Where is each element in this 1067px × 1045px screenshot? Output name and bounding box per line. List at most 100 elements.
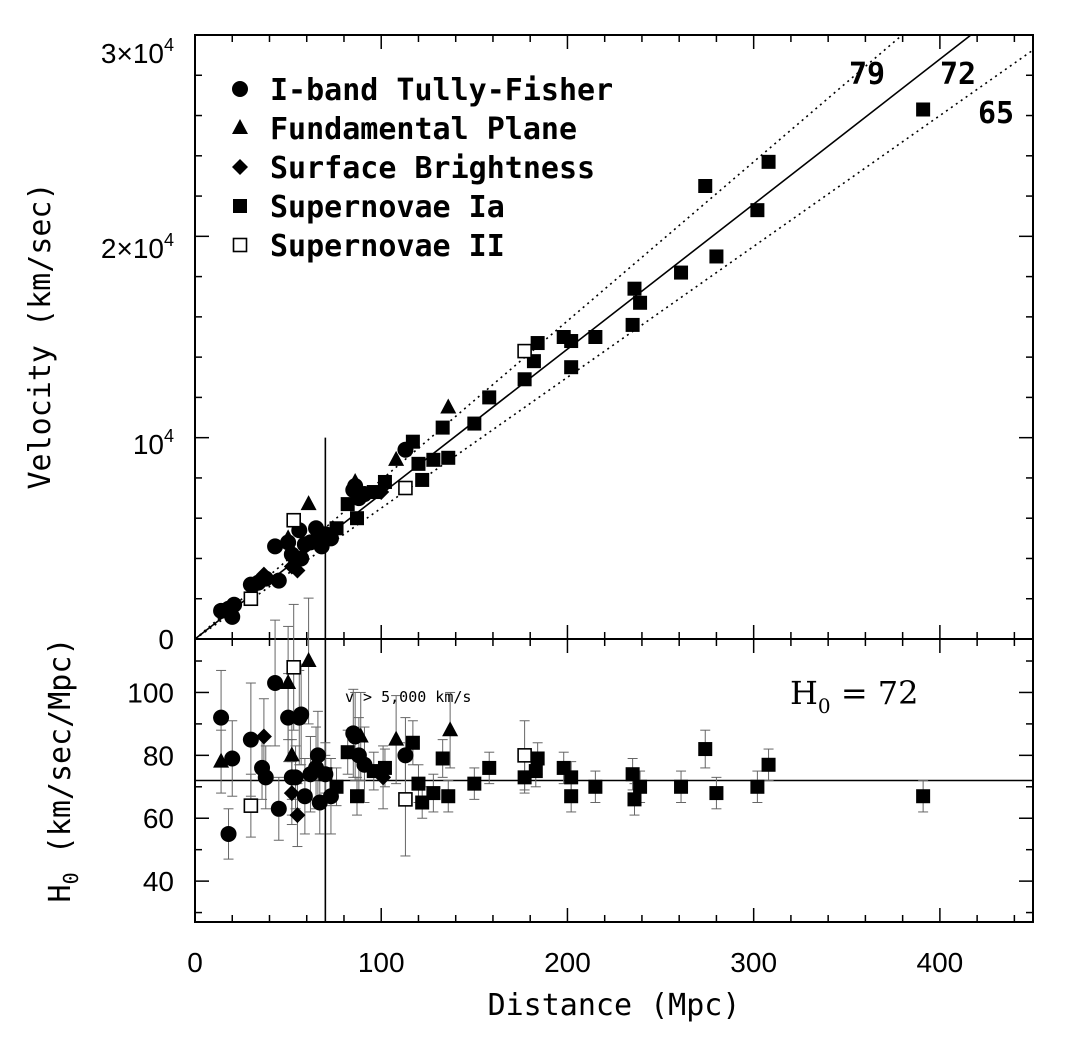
- point-supernovae-ia: [633, 295, 648, 310]
- h0-point-supernovae-ia: [426, 786, 441, 801]
- top-y-tick-label-1e4: 104: [133, 426, 174, 460]
- velocity-cut-annotation: v > 5,000 km/s: [345, 688, 471, 706]
- h0-point-surface-brightness: [283, 785, 300, 802]
- point-fundamental-plane: [280, 529, 297, 545]
- x-tick-label-100: 100: [358, 947, 405, 978]
- hubble-line-65: [194, 49, 1034, 640]
- h0-point-i-band-tully-fisher: [220, 825, 237, 842]
- legend-label-supernovae-ii: Supernovae II: [270, 229, 505, 264]
- h0-point-supernovae-ia: [564, 770, 579, 785]
- point-supernovae-ia: [318, 527, 333, 542]
- legend-label-supernovae-ia: Supernovae Ia: [270, 190, 505, 225]
- h0-point-surface-brightness: [289, 807, 306, 824]
- point-supernovae-ia: [350, 511, 365, 526]
- x-axis-title: Distance (Mpc): [488, 988, 741, 1023]
- top-y-tick-label-0: 0: [158, 624, 174, 655]
- point-supernovae-ia: [441, 450, 456, 465]
- h0-point-supernovae-ia: [482, 760, 497, 775]
- point-supernovae-ii: [398, 480, 413, 496]
- h0-point-supernovae-ia: [916, 789, 931, 804]
- point-supernovae-ia: [588, 330, 603, 344]
- hubble-line-79: [194, 34, 903, 640]
- h0-point-i-band-tully-fisher: [224, 750, 241, 767]
- point-fundamental-plane: [388, 450, 405, 466]
- legend-marker-i-band-tully-fisher: [232, 81, 248, 97]
- h0-point-supernovae-ia: [564, 789, 579, 804]
- h0-point-supernovae-ia: [441, 789, 456, 804]
- h0-point-supernovae-ia: [528, 764, 543, 779]
- h0-point-supernovae-ia: [674, 779, 689, 794]
- line-label-65: 65: [978, 96, 1014, 131]
- h0-point-surface-brightness: [255, 728, 272, 745]
- point-supernovae-ia: [761, 154, 776, 169]
- point-surface-brightness: [255, 566, 272, 583]
- h0-point-supernovae-ia: [709, 786, 724, 801]
- h0-point-supernovae-ia: [625, 767, 640, 782]
- h0-point-supernovae-ia: [588, 779, 603, 794]
- point-supernovae-ii: [286, 512, 301, 528]
- legend-marker-supernovae-ia: [233, 199, 247, 213]
- point-fundamental-plane: [347, 472, 364, 488]
- point-supernovae-ia: [366, 485, 381, 500]
- legend-marker-fundamental-plane: [232, 119, 248, 134]
- legend: I-band Tully-Fisher Fundamental Plane Surf…: [232, 73, 613, 264]
- point-supernovae-ia: [627, 281, 642, 296]
- h0-point-i-band-tully-fisher: [242, 731, 259, 748]
- point-supernovae-ia: [482, 390, 497, 405]
- h0-point-supernovae-ii: [286, 659, 301, 675]
- top-y-axis-title: Velocity (km/sec): [23, 182, 58, 489]
- point-supernovae-ia: [530, 336, 545, 351]
- legend-label-fundamental-plane: Fundamental Plane: [270, 112, 577, 147]
- point-supernovae-ia: [340, 497, 355, 512]
- h0-value-label: H0 = 72: [790, 674, 919, 718]
- h0-point-i-band-tully-fisher: [213, 709, 230, 726]
- h0-point-i-band-tully-fisher: [270, 800, 287, 817]
- h0-point-supernovae-ia: [350, 789, 365, 804]
- point-supernovae-ia: [426, 452, 441, 467]
- h0-point-supernovae-ia: [467, 776, 482, 791]
- point-fundamental-plane: [440, 398, 457, 414]
- top-axis-ticks: [194, 34, 1033, 640]
- point-supernovae-ia: [709, 249, 724, 264]
- h0-point-supernovae-ia: [415, 795, 430, 810]
- h0-point-supernovae-ia: [633, 779, 648, 794]
- point-i-band-tully-fisher: [270, 572, 287, 589]
- velocity-data-points: [213, 102, 931, 625]
- h0-point-supernovae-ia: [366, 764, 381, 779]
- h0-point-i-band-tully-fisher: [287, 769, 304, 786]
- h0-point-supernovae-ia: [340, 745, 355, 760]
- h0-point-supernovae-ii: [243, 798, 259, 813]
- point-supernovae-ia: [467, 416, 482, 431]
- point-supernovae-ia: [625, 317, 640, 332]
- h0-point-supernovae-ia: [750, 779, 765, 794]
- bottom-y-tick-label-60: 60: [143, 803, 174, 834]
- x-tick-label-200: 200: [544, 947, 591, 978]
- h0-point-supernovae-ii: [517, 748, 532, 763]
- point-supernovae-ia: [698, 179, 713, 193]
- point-supernovae-ia: [564, 334, 579, 349]
- h0-point-i-band-tully-fisher: [293, 706, 310, 723]
- bottom-y-axis-title: H0 (km/sec/Mpc): [43, 638, 83, 903]
- line-label-79: 79: [849, 57, 885, 92]
- h0-point-i-band-tully-fisher: [280, 709, 297, 726]
- h0-point-supernovae-ia: [377, 760, 392, 775]
- h0-point-i-band-tully-fisher: [267, 675, 284, 692]
- top-y-tick-label-3e4: 3×104: [101, 35, 174, 69]
- top-y-tick-label-2e4: 2×104: [101, 230, 174, 264]
- x-tick-label-0: 0: [187, 947, 203, 978]
- h0-point-i-band-tully-fisher: [309, 747, 326, 764]
- h0-point-supernovae-ii: [398, 792, 413, 807]
- point-surface-brightness: [289, 562, 306, 579]
- h0-point-supernovae-ia: [411, 776, 426, 791]
- bottom-y-tick-label-100: 100: [127, 677, 174, 708]
- bottom-y-tick-label-40: 40: [143, 866, 174, 897]
- line-label-72: 72: [940, 57, 976, 92]
- legend-label-i-band-tully-fisher: I-band Tully-Fisher: [270, 73, 613, 108]
- h0-point-i-band-tully-fisher: [296, 788, 313, 805]
- h0-point-supernovae-ia: [329, 779, 344, 794]
- h0-point-fundamental-plane: [283, 746, 300, 762]
- bottom-y-tick-labels: 40 60 80 100: [127, 677, 174, 897]
- point-supernovae-ia: [750, 203, 765, 218]
- point-i-band-tully-fisher: [293, 550, 310, 567]
